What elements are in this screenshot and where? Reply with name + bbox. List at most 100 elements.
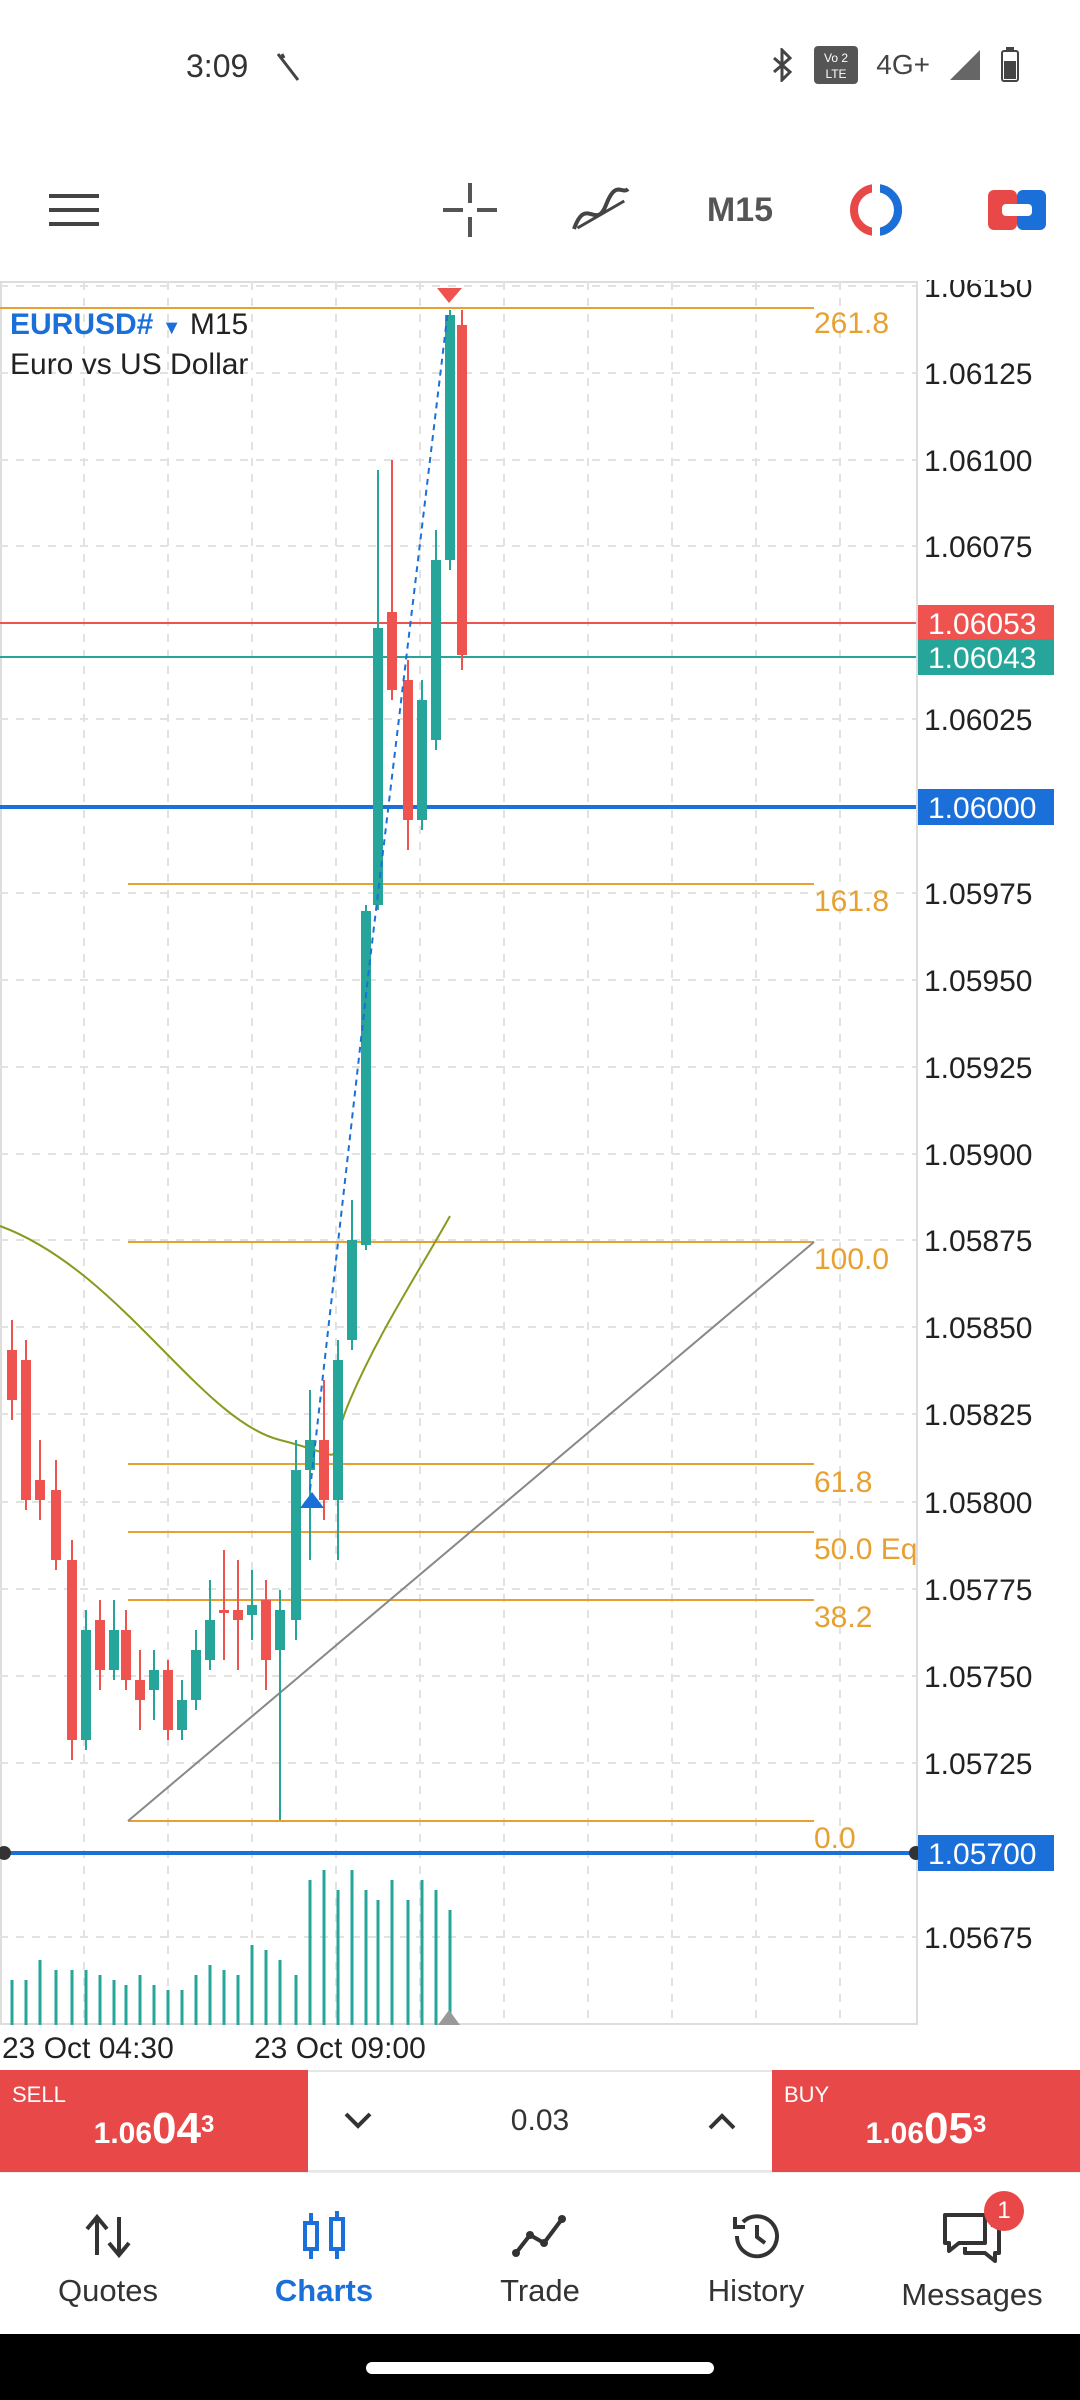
volume-increase-button[interactable]: [672, 2072, 772, 2170]
candle-body: [305, 1440, 315, 1470]
volte-icon: Vo 2 LTE: [814, 46, 859, 84]
price-axis-label: 1.05775: [924, 1574, 1032, 1607]
crosshair-button[interactable]: [430, 140, 510, 280]
timeframe-button[interactable]: M15: [706, 190, 774, 229]
sell-price: 1.06043: [0, 2104, 308, 2154]
price-axis-label: 1.05875: [924, 1225, 1032, 1258]
one-click-trading-button[interactable]: [836, 140, 916, 280]
status-time: 3:09: [186, 48, 249, 84]
nav-charts[interactable]: Charts: [216, 2173, 432, 2334]
candle-body: [445, 315, 455, 560]
candle-body: [81, 1630, 91, 1740]
buy-arrow-marker: [300, 1492, 324, 1508]
chart-canvas[interactable]: 1.06150 1.06125 1.06100 1.06075 1.06025 1.059…: [0, 280, 1080, 2070]
candle-body: [135, 1680, 145, 1700]
nav-label: Charts: [274, 2273, 374, 2308]
candle-body: [163, 1670, 173, 1730]
gesture-bar: [0, 2334, 1080, 2400]
cell-signal-icon: [950, 50, 980, 80]
price-axis-label: 1.05825: [924, 1399, 1032, 1432]
candle-body: [205, 1620, 215, 1660]
sell-price-small: 1.06: [93, 2117, 153, 2150]
bid-price-tag: 1.06043: [928, 642, 1036, 675]
crosshair-icon: [443, 183, 497, 237]
candle-body: [457, 325, 467, 655]
price-axis-label: 1.06025: [924, 704, 1032, 737]
nav-label: Quotes: [58, 2273, 158, 2308]
messages-badge: 1: [984, 2191, 1024, 2231]
nav-quotes[interactable]: Quotes: [0, 2173, 216, 2334]
charts-icon: [303, 2211, 345, 2259]
price-axis-label: 1.06150: [924, 280, 1032, 304]
level-price-tag-background: [918, 1835, 1054, 1871]
sell-label: SELL: [12, 2082, 66, 2107]
price-axis-label: 1.05675: [924, 1922, 1032, 1955]
candle-body: [347, 1240, 357, 1340]
price-axis-label: 1.05850: [924, 1312, 1032, 1345]
level-price-tag-background: [918, 789, 1054, 825]
bluetooth-icon: [773, 48, 793, 82]
fib-level-label: 38.2: [814, 1601, 872, 1634]
sell-price-sup: 3: [200, 2111, 215, 2138]
fib-level-label: 261.8: [814, 307, 889, 340]
level-price-tag: 1.06000: [928, 792, 1036, 825]
trade-bar: SELL 1.06043 0.03 BUY 1.06053: [0, 2070, 1080, 2172]
symbol-dropdown-icon[interactable]: ▼: [161, 317, 182, 339]
nav-trade[interactable]: Trade: [432, 2173, 648, 2334]
svg-text:LTE: LTE: [826, 67, 847, 81]
nav-history[interactable]: History: [648, 2173, 864, 2334]
price-axis-label: 1.05975: [924, 878, 1032, 911]
fib-level-label: 61.8: [814, 1466, 872, 1499]
indicators-button[interactable]: [560, 140, 640, 280]
nav-label: Messages: [901, 2277, 1043, 2312]
battery-icon: [1001, 47, 1019, 82]
candle-body: [219, 1610, 229, 1613]
price-chart[interactable]: 1.06150 1.06125 1.06100 1.06075 1.06025 1.059…: [0, 280, 1080, 2070]
symbol-name[interactable]: EURUSD#: [10, 308, 154, 341]
menu-button[interactable]: [34, 140, 114, 280]
chevron-down-icon: [344, 2112, 372, 2129]
sell-arrow-marker: [437, 288, 462, 303]
network-type: 4G+: [876, 49, 930, 80]
ask-price-tag-background: [918, 605, 1054, 641]
status-bar: 3:09 Vo 2 LTE 4G+: [0, 0, 1080, 140]
signal-slash-icon: [276, 53, 300, 81]
candle-body: [149, 1670, 159, 1690]
candle-body: [177, 1700, 187, 1730]
candle-body: [261, 1600, 271, 1660]
indicators-icon: [572, 187, 630, 230]
volume-control: 0.03: [308, 2070, 772, 2172]
sell-button[interactable]: SELL 1.06043: [0, 2070, 308, 2172]
home-indicator[interactable]: [366, 2362, 714, 2374]
candle-body: [319, 1440, 329, 1500]
nav-label: Trade: [500, 2273, 580, 2308]
candle-body: [21, 1360, 31, 1500]
bottom-navigation: Quotes Charts Trade History Messages: [0, 2172, 1080, 2334]
ask-price-tag: 1.06053: [928, 608, 1036, 641]
level-handle: [0, 1846, 11, 1860]
buy-button[interactable]: BUY 1.06053: [772, 2070, 1080, 2172]
one-click-trading-icon: [850, 184, 902, 236]
trade-path-line: [309, 309, 449, 1491]
fib-level-label: 50.0 Eq: [814, 1533, 917, 1566]
new-order-icon: [988, 190, 1046, 230]
svg-text:Vo 2: Vo 2: [824, 51, 848, 65]
candle-body: [233, 1610, 243, 1620]
volume-value[interactable]: 0.03: [510, 2104, 570, 2137]
quotes-icon: [85, 2213, 131, 2259]
new-order-button[interactable]: [972, 140, 1062, 280]
candle-body: [333, 1360, 343, 1500]
price-axis-label: 1.05725: [924, 1748, 1032, 1781]
time-axis-label: 23 Oct 09:00: [254, 2032, 426, 2065]
candle-body: [191, 1650, 201, 1700]
price-axis-label: 1.05950: [924, 965, 1032, 998]
symbol-label[interactable]: EURUSD# ▼ M15: [10, 308, 248, 342]
candle-body: [361, 911, 371, 1245]
candle-body: [291, 1470, 301, 1620]
candle-body: [121, 1630, 131, 1680]
volume-decrease-button[interactable]: [308, 2072, 408, 2170]
buy-price-big: 05: [924, 2104, 973, 2153]
hamburger-icon: [49, 194, 99, 226]
nav-messages[interactable]: Messages 1: [864, 2173, 1080, 2334]
candle-body: [403, 680, 413, 820]
